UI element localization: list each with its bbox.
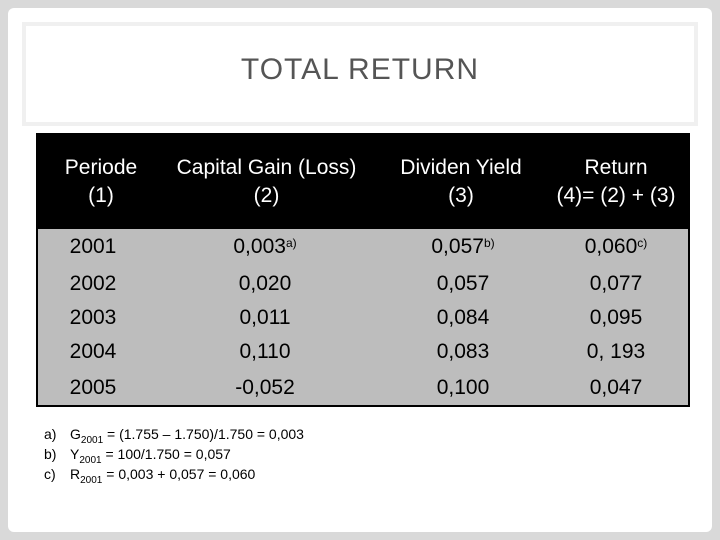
footnote-mark: b) [44, 446, 57, 462]
row-2003-capital-gain: 0,011 [239, 306, 291, 329]
header-periode-number: (1) [88, 184, 114, 207]
footnote-mark: b) [483, 236, 495, 250]
footnote-subscript: 2001 [80, 474, 103, 486]
footnote-variable: Y [70, 446, 80, 462]
row-2001-return: 0,060c) [546, 234, 686, 260]
total-return-table: Periode (1) Capital Gain (Loss) (2) Divi… [36, 133, 690, 407]
table-body: 2001 0,003a) 0,057b) 0,060c) 2002 0,020 … [36, 229, 690, 407]
footnote-mark: a) [285, 236, 297, 250]
footnote-variable: G [70, 426, 81, 442]
row-2005-dividen-yield: 0,100 [436, 376, 490, 399]
header-capital-gain-label: Capital Gain (Loss) [176, 156, 357, 179]
header-dividen-yield: Dividen Yield (3) [381, 154, 541, 210]
row-2002-capital-gain: 0,020 [238, 272, 292, 295]
title-box: TOTAL RETURN [26, 26, 694, 122]
footnote-mark: a) [44, 426, 57, 442]
dividen-yield-value: 0,057 [431, 235, 484, 258]
return-value: 0,060 [584, 235, 638, 258]
footnote-text: G2001 = (1.755 – 1.750)/1.750 = 0,003 [70, 424, 304, 451]
row-2001-dividen-yield: 0,057b) [388, 234, 538, 260]
row-2005-return: 0,047 [589, 376, 643, 399]
row-2003-periode: 2003 [69, 306, 117, 329]
footnote-variable: R [70, 466, 81, 482]
table-header: Periode (1) Capital Gain (Loss) (2) Divi… [36, 133, 690, 229]
footnote-text: Y2001 = 100/1.750 = 0,057 [70, 444, 231, 471]
row-2005-capital-gain: -0,052 [235, 376, 295, 399]
row-2002-dividen-yield: 0,057 [436, 272, 490, 295]
row-2004-periode: 2004 [69, 340, 117, 363]
row-2001-periode: 2001 [69, 235, 117, 258]
capital-gain-value: 0,003 [233, 235, 286, 258]
header-capital-gain: Capital Gain (Loss) (2) [154, 154, 379, 210]
row-2004-capital-gain: 0,110 [239, 340, 291, 363]
footnote-mark: c) [637, 236, 648, 250]
footnote-formula: = (1.755 – 1.750)/1.750 = 0,003 [103, 426, 304, 442]
header-dividen-yield-label: Dividen Yield [400, 156, 522, 179]
row-2004-dividen-yield: 0,083 [436, 340, 490, 363]
header-dividen-yield-number: (3) [448, 184, 474, 207]
footnote-subscript: 2001 [79, 454, 102, 466]
header-periode: Periode (1) [46, 154, 156, 210]
footnote-formula: = 0,003 + 0,057 = 0,060 [102, 466, 256, 482]
row-2002-return: 0,077 [589, 272, 643, 295]
header-capital-gain-number: (2) [253, 184, 280, 207]
row-2004-return: 0, 193 [586, 340, 646, 363]
title-band: TOTAL RETURN [22, 22, 698, 126]
header-periode-label: Periode [64, 156, 138, 179]
footnote-text: R2001 = 0,003 + 0,057 = 0,060 [70, 464, 255, 491]
footnote-subscript: 2001 [80, 434, 104, 446]
header-return-label: Return [584, 156, 648, 179]
row-2003-dividen-yield: 0,084 [436, 306, 490, 329]
slide-title: TOTAL RETURN [240, 53, 480, 86]
footnote-formula: = 100/1.750 = 0,057 [101, 446, 231, 462]
row-2005-periode: 2005 [69, 376, 117, 399]
row-2002-periode: 2002 [69, 272, 117, 295]
header-return: Return (4)= (2) + (3) [542, 154, 690, 210]
header-return-formula: (4)= (2) + (3) [556, 184, 676, 207]
row-2001-capital-gain: 0,003a) [190, 234, 340, 260]
footnote-mark: c) [44, 466, 56, 482]
row-2003-return: 0,095 [589, 306, 643, 329]
table-body-fill: 2001 0,003a) 0,057b) 0,060c) 2002 0,020 … [38, 229, 688, 405]
